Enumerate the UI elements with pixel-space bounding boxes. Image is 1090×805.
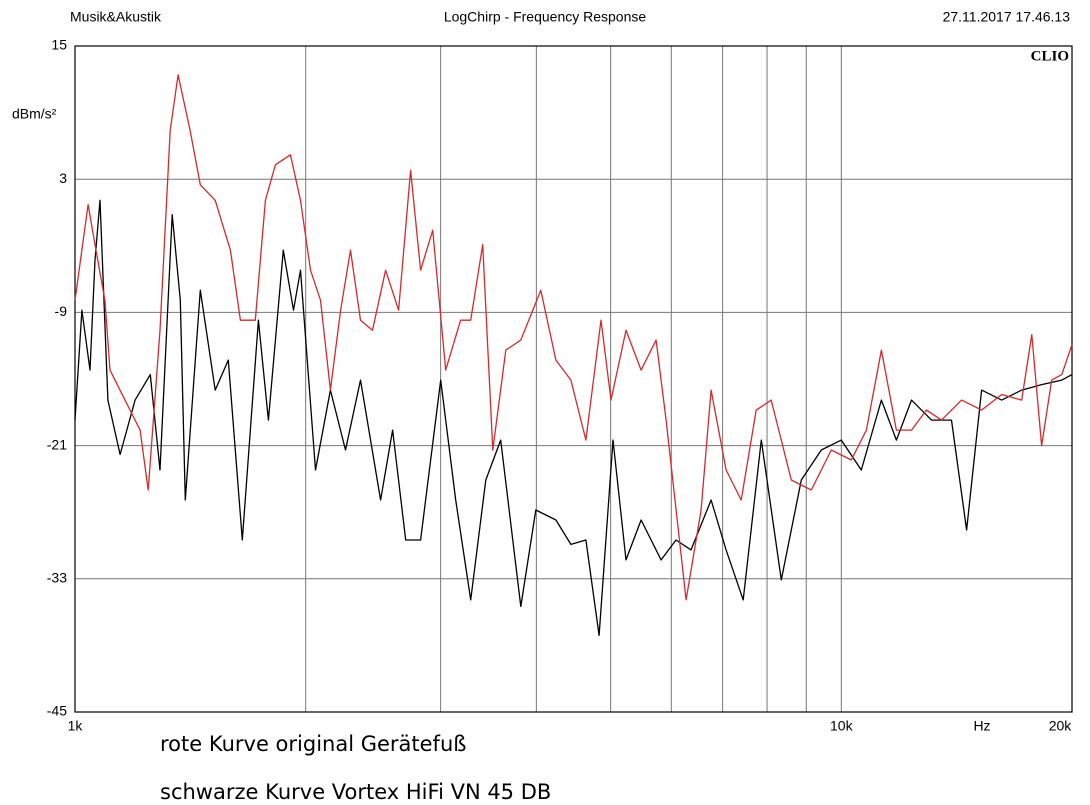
x-axis-label: Hz [973,718,990,734]
y-tick-label: 3 [59,170,67,186]
x-tick-label: 1k [68,718,84,734]
x-tick-label: 10k [830,718,854,734]
y-tick-label: -45 [47,703,67,719]
x-tick-label: 20k [1049,718,1073,734]
y-axis-label: dBm/s² [12,106,57,122]
header-right: 27.11.2017 17.46.13 [943,9,1071,25]
legend-entry: rote Kurve original Gerätefuß [160,732,467,756]
chart-title: LogChirp - Frequency Response [444,9,647,25]
logo: CLIO [1031,48,1069,64]
y-tick-label: 15 [51,37,67,53]
series-line [74,74,1073,601]
y-tick-label: -21 [47,436,67,452]
plot-frame [74,45,1073,713]
series-line [74,199,1073,637]
y-tick-label: -9 [55,303,68,319]
y-tick-label: -33 [47,570,67,586]
header-left: Musik&Akustik [70,9,162,25]
legend-entry: schwarze Kurve Vortex HiFi VN 45 DB [160,780,551,804]
